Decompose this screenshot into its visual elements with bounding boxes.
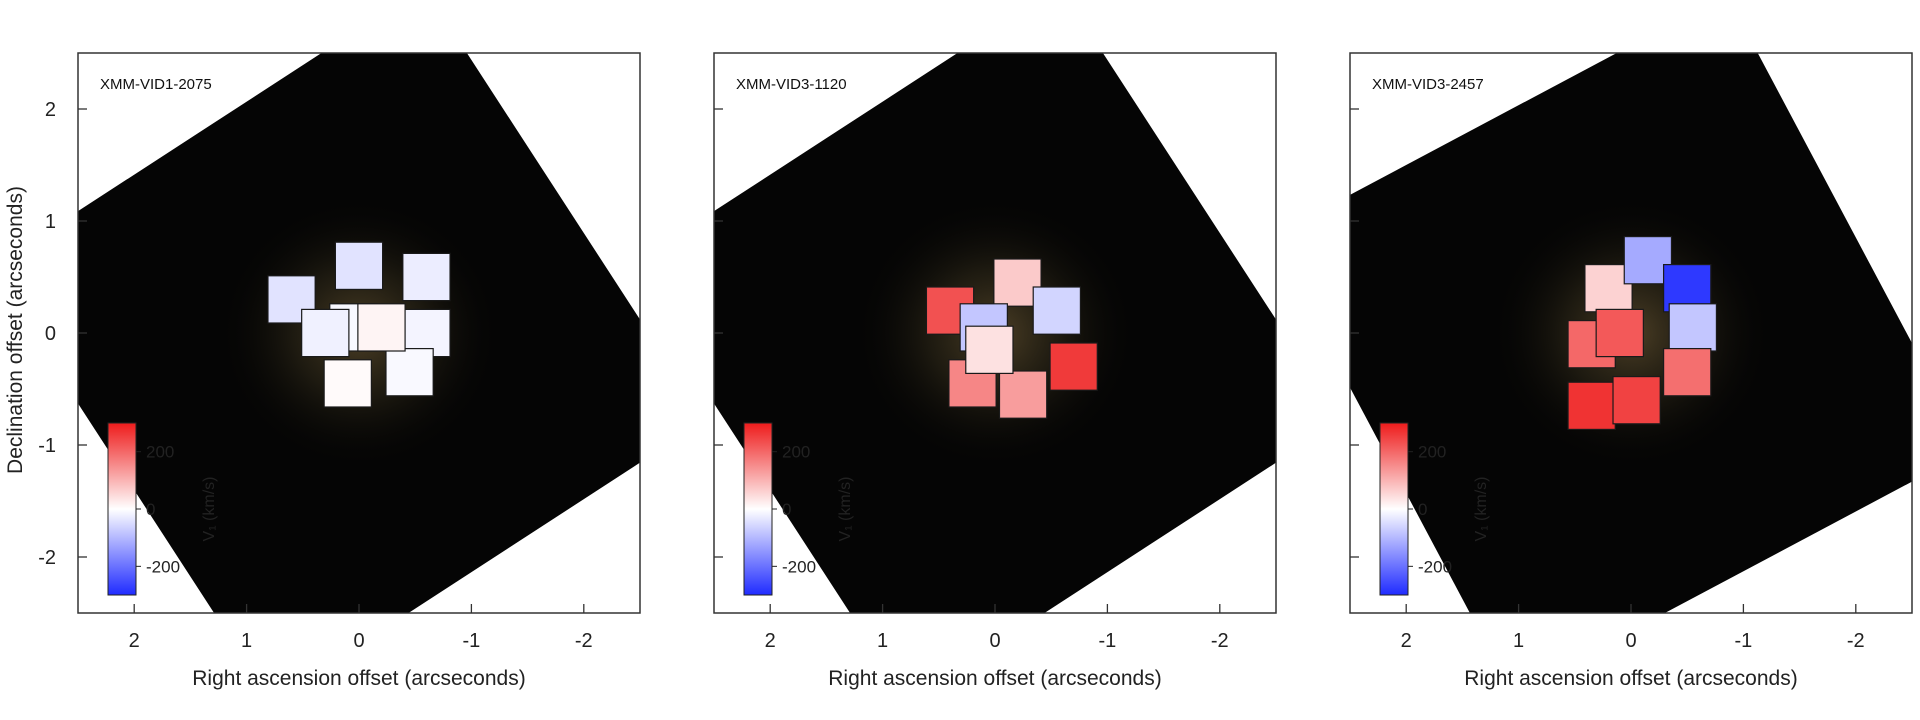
velocity-bin bbox=[1032, 286, 1082, 335]
y-tick-label: -2 bbox=[38, 547, 56, 569]
colorbar-tick-label: 0 bbox=[146, 500, 155, 519]
velocity-bin bbox=[334, 241, 384, 291]
colorbar-tick-label: 0 bbox=[782, 500, 791, 519]
x-tick-label: 2 bbox=[129, 630, 140, 652]
x-tick-label: 1 bbox=[1513, 630, 1524, 652]
velocity-bin bbox=[1567, 381, 1616, 431]
velocity-bin bbox=[1668, 303, 1718, 352]
panel-xmm-vid3-2457: XMM-VID3-2457 2 1 0 -1 -2 Right ascension offs… bbox=[1349, 52, 1913, 690]
x-tick-label: 1 bbox=[241, 630, 252, 652]
velocity-bin bbox=[323, 359, 372, 408]
colorbar bbox=[107, 422, 137, 596]
y-tick-label: -1 bbox=[38, 435, 56, 457]
panel-title: XMM-VID3-2457 bbox=[1372, 76, 1484, 93]
colorbar-tick-label: 200 bbox=[1418, 443, 1446, 462]
colorbar-tick-label: -200 bbox=[782, 557, 816, 576]
velocity-bin bbox=[1595, 308, 1644, 358]
panel-xmm-vid3-1120: XMM-VID3-1120 2 1 0 -1 -2 Right ascension offs… bbox=[713, 52, 1277, 690]
x-axis-label: Right ascension offset (arcseconds) bbox=[192, 667, 525, 690]
x-tick-label: -1 bbox=[1735, 630, 1753, 652]
colorbar-tick-label: 200 bbox=[782, 443, 810, 462]
velocity-bin bbox=[1662, 347, 1712, 397]
x-tick-label: -2 bbox=[575, 630, 593, 652]
colorbar-tick-label: -200 bbox=[146, 557, 180, 576]
panel-title: XMM-VID3-1120 bbox=[736, 76, 847, 93]
velocity-bin bbox=[385, 347, 434, 397]
y-tick-label: 0 bbox=[45, 323, 56, 345]
velocity-bin bbox=[1612, 375, 1661, 425]
x-tick-label: 0 bbox=[353, 630, 364, 652]
x-tick-label: -1 bbox=[1099, 630, 1117, 652]
x-tick-label: -1 bbox=[463, 630, 481, 652]
x-axis-label: Right ascension offset (arcseconds) bbox=[828, 667, 1161, 690]
panel-title: XMM-VID1-2075 bbox=[100, 76, 212, 93]
colorbar-label: V₁ (km/s) bbox=[837, 477, 854, 542]
colorbar-tick-label: -200 bbox=[1418, 557, 1452, 576]
colorbar-tick-label: 200 bbox=[146, 443, 174, 462]
velocity-bin bbox=[402, 252, 451, 302]
velocity-bin bbox=[998, 370, 1048, 419]
x-axis-label: Right ascension offset (arcseconds) bbox=[1464, 667, 1797, 690]
velocity-bin bbox=[965, 325, 1014, 375]
velocity-bin bbox=[1049, 342, 1098, 391]
colorbar-label: V₁ (km/s) bbox=[1473, 477, 1490, 542]
colorbar-label: V₁ (km/s) bbox=[201, 477, 218, 542]
velocity-bin bbox=[357, 303, 406, 352]
x-tick-label: 0 bbox=[1625, 630, 1636, 652]
y-axis-label: Declination offset (arcseconds) bbox=[4, 186, 27, 474]
colorbar bbox=[743, 422, 773, 596]
y-tick-label: 1 bbox=[45, 211, 56, 233]
y-tick-label: 2 bbox=[45, 99, 56, 121]
panel-xmm-vid1-2075: XMM-VID1-2075 2 1 0 -1 -2 2 1 0 -1 -2 Right ascensi… bbox=[38, 52, 641, 690]
colorbar bbox=[1379, 422, 1409, 596]
colorbar-tick-label: 0 bbox=[1418, 500, 1427, 519]
x-tick-label: 0 bbox=[989, 630, 1000, 652]
x-tick-label: 2 bbox=[765, 630, 776, 652]
x-tick-label: -2 bbox=[1211, 630, 1229, 652]
x-tick-label: -2 bbox=[1847, 630, 1865, 652]
velocity-bin bbox=[301, 308, 350, 358]
x-tick-label: 1 bbox=[877, 630, 888, 652]
x-tick-label: 2 bbox=[1401, 630, 1412, 652]
